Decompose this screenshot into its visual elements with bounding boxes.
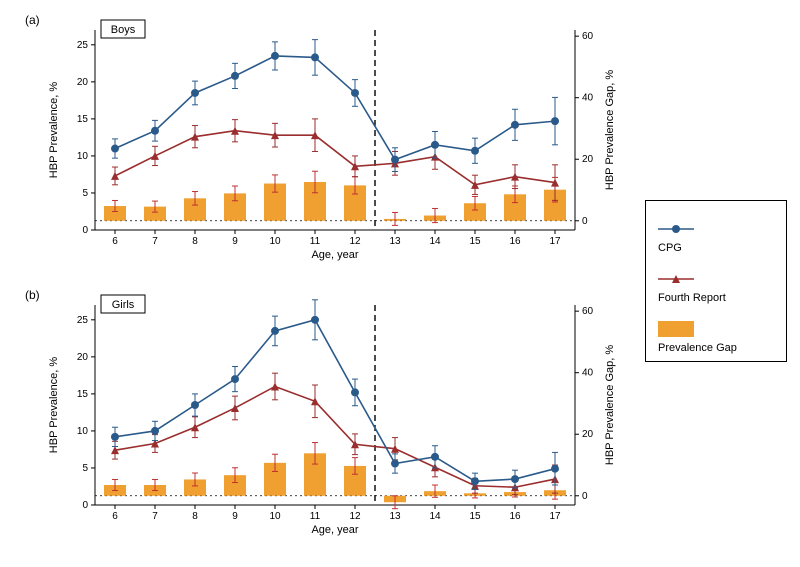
y-left-label: HBP Prevalence, % xyxy=(48,357,60,454)
x-tick-label: 13 xyxy=(389,511,401,522)
cpg-marker xyxy=(111,433,119,441)
y-right-label: HBP Prevalence Gap, % xyxy=(604,345,616,465)
x-tick-label: 16 xyxy=(509,511,521,522)
panel-tag: (b) xyxy=(25,288,40,302)
cpg-marker xyxy=(311,53,319,61)
panel-tag: (a) xyxy=(25,13,40,27)
x-tick-label: 14 xyxy=(429,236,441,247)
cpg-marker xyxy=(551,465,559,473)
x-tick-label: 12 xyxy=(349,236,361,247)
y-left-tick-label: 15 xyxy=(77,114,89,125)
x-tick-label: 16 xyxy=(509,236,521,247)
cpg-marker xyxy=(431,141,439,149)
cpg-marker xyxy=(471,147,479,155)
cpg-marker xyxy=(551,117,559,125)
y-right-tick-label: 0 xyxy=(582,491,588,502)
cpg-marker xyxy=(111,145,119,153)
x-tick-label: 9 xyxy=(232,511,238,522)
fourth-report-marker xyxy=(311,397,319,405)
cpg-line xyxy=(115,320,555,481)
legend: CPG Fourth Report Prevalence Gap xyxy=(645,200,787,362)
x-tick-label: 13 xyxy=(389,236,401,247)
y-right-tick-label: 60 xyxy=(582,31,594,42)
y-left-tick-label: 5 xyxy=(82,188,88,199)
fourth-report-marker xyxy=(151,152,159,160)
x-tick-label: 12 xyxy=(349,511,361,522)
y-left-tick-label: 0 xyxy=(82,500,88,511)
y-right-tick-label: 20 xyxy=(582,429,594,440)
y-right-tick-label: 40 xyxy=(582,368,594,379)
figure-container: (a) Boys 6 7 8 9 10 11 12 13 14 15 16 17 Age, year 0 5 10… xyxy=(0,0,800,567)
cpg-marker xyxy=(151,127,159,135)
x-tick-label: 17 xyxy=(549,511,561,522)
legend-swatch xyxy=(658,321,694,337)
y-left-tick-label: 25 xyxy=(77,315,89,326)
legend-marker-circle xyxy=(672,225,680,233)
y-right-tick-label: 60 xyxy=(582,306,594,317)
x-tick-label: 11 xyxy=(310,511,321,522)
cpg-marker xyxy=(351,388,359,396)
panel-a: (a) Boys 6 7 8 9 10 11 12 13 14 15 16 17 Age, year 0 5 10… xyxy=(25,10,625,270)
cpg-marker xyxy=(511,121,519,129)
y-left-tick-label: 20 xyxy=(77,352,89,363)
y-left-tick-label: 10 xyxy=(77,426,89,437)
panel-title: Girls xyxy=(112,299,135,311)
cpg-marker xyxy=(191,89,199,97)
cpg-marker xyxy=(151,427,159,435)
x-tick-label: 17 xyxy=(549,236,561,247)
y-left-tick-label: 15 xyxy=(77,389,89,400)
fourth-report-marker xyxy=(271,382,279,390)
x-tick-label: 6 xyxy=(112,511,118,522)
y-left-tick-label: 20 xyxy=(77,77,89,88)
fourth-report-marker xyxy=(191,423,199,431)
x-tick-label: 10 xyxy=(269,236,281,247)
cpg-marker xyxy=(231,72,239,80)
panel-b: (b) Girls 6 7 8 9 10 11 12 13 14 15 16 17 Age, year 0 5 1… xyxy=(25,285,625,545)
y-left-tick-label: 5 xyxy=(82,463,88,474)
y-right-tick-label: 20 xyxy=(582,154,594,165)
y-left-label: HBP Prevalence, % xyxy=(48,82,60,179)
x-tick-label: 14 xyxy=(429,511,441,522)
legend-label: CPG xyxy=(658,242,682,254)
cpg-marker xyxy=(431,453,439,461)
cpg-marker xyxy=(391,460,399,468)
cpg-marker xyxy=(191,401,199,409)
cpg-marker xyxy=(471,477,479,485)
fourth-report-marker xyxy=(231,404,239,412)
x-tick-label: 8 xyxy=(192,236,198,247)
x-tick-label: 8 xyxy=(192,511,198,522)
panel-title: Boys xyxy=(111,24,136,36)
x-axis-label: Age, year xyxy=(311,249,358,261)
cpg-marker xyxy=(391,156,399,164)
x-tick-label: 9 xyxy=(232,236,238,247)
cpg-marker xyxy=(271,52,279,60)
y-left-tick-label: 25 xyxy=(77,40,89,51)
x-tick-label: 7 xyxy=(152,236,158,247)
y-right-label: HBP Prevalence Gap, % xyxy=(604,70,616,190)
y-left-tick-label: 10 xyxy=(77,151,89,162)
cpg-marker xyxy=(231,375,239,383)
cpg-marker xyxy=(271,327,279,335)
x-tick-label: 11 xyxy=(310,236,321,247)
x-tick-label: 10 xyxy=(269,511,281,522)
fourth-report-line xyxy=(115,386,555,487)
y-right-tick-label: 0 xyxy=(582,216,588,227)
cpg-marker xyxy=(351,89,359,97)
cpg-marker xyxy=(311,316,319,324)
x-axis-label: Age, year xyxy=(311,524,358,536)
cpg-marker xyxy=(511,475,519,483)
x-tick-label: 7 xyxy=(152,511,158,522)
fourth-report-line xyxy=(115,131,555,185)
legend-label: Prevalence Gap xyxy=(658,342,737,354)
x-tick-label: 15 xyxy=(469,511,481,522)
y-left-tick-label: 0 xyxy=(82,225,88,236)
legend-label: Fourth Report xyxy=(658,292,726,304)
y-right-tick-label: 40 xyxy=(582,93,594,104)
x-tick-label: 6 xyxy=(112,236,118,247)
x-tick-label: 15 xyxy=(469,236,481,247)
fourth-report-marker xyxy=(111,172,119,180)
